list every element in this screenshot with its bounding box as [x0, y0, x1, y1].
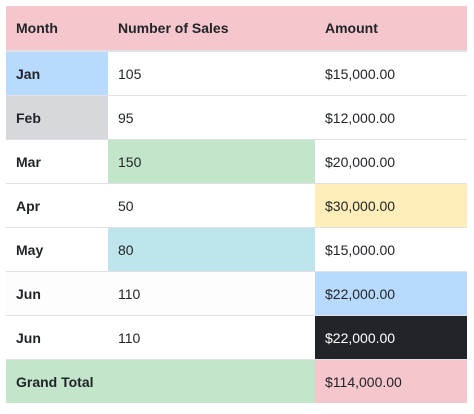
amount-cell: $20,000.00 — [315, 139, 467, 184]
sales-cell: 50 — [108, 183, 315, 228]
header-month: Month — [6, 6, 108, 52]
month-cell: Jun — [6, 315, 108, 360]
sales-cell: 80 — [108, 227, 315, 272]
header-number-of-sales: Number of Sales — [108, 6, 315, 52]
grand-total-row: Grand Total $114,000.00 — [6, 359, 467, 403]
grand-total-label: Grand Total — [6, 359, 315, 403]
sales-cell: 110 — [108, 315, 315, 360]
header-amount: Amount — [315, 6, 467, 52]
grand-total-amount: $114,000.00 — [315, 359, 467, 403]
amount-cell: $30,000.00 — [315, 183, 467, 228]
table-header: Month Number of Sales Amount — [6, 6, 467, 52]
header-row: Month Number of Sales Amount — [6, 6, 467, 52]
table-body: Jan 105 $15,000.00 Feb 95 $12,000.00 Mar… — [6, 50, 467, 403]
table-row: Mar 150 $20,000.00 — [6, 139, 467, 184]
sales-cell: 150 — [108, 139, 315, 184]
amount-cell: $22,000.00 — [315, 271, 467, 316]
amount-cell: $15,000.00 — [315, 50, 467, 96]
table-row: Jun 110 $22,000.00 — [6, 315, 467, 360]
sales-cell: 110 — [108, 271, 315, 316]
sales-table-container: Month Number of Sales Amount Jan 105 $15… — [6, 6, 467, 403]
sales-table: Month Number of Sales Amount Jan 105 $15… — [6, 6, 467, 403]
table-row: May 80 $15,000.00 — [6, 227, 467, 272]
month-cell: Jan — [6, 50, 108, 96]
table-row: Jun 110 $22,000.00 — [6, 271, 467, 316]
table-row: Apr 50 $30,000.00 — [6, 183, 467, 228]
amount-cell: $12,000.00 — [315, 95, 467, 140]
amount-cell: $22,000.00 — [315, 315, 467, 360]
month-cell: Mar — [6, 139, 108, 184]
month-cell: May — [6, 227, 108, 272]
month-cell: Jun — [6, 271, 108, 316]
sales-cell: 95 — [108, 95, 315, 140]
month-cell: Feb — [6, 95, 108, 140]
sales-cell: 105 — [108, 50, 315, 96]
table-row: Jan 105 $15,000.00 — [6, 50, 467, 96]
month-cell: Apr — [6, 183, 108, 228]
table-row: Feb 95 $12,000.00 — [6, 95, 467, 140]
amount-cell: $15,000.00 — [315, 227, 467, 272]
